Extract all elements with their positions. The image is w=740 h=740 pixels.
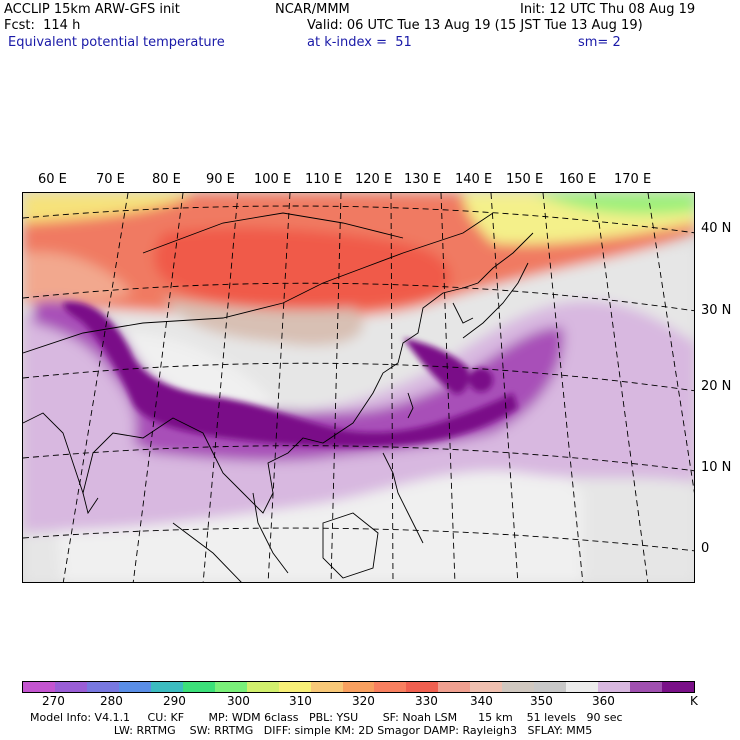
- lon-label: 90 E: [206, 172, 235, 187]
- colorbar-swatch: [438, 682, 471, 692]
- valid-time: Valid: 06 UTC Tue 13 Aug 19 (15 JST Tue …: [307, 18, 643, 33]
- meridian-130e: [440, 193, 456, 582]
- field-green-ne: [533, 193, 694, 215]
- colorbar-swatch: [342, 682, 375, 692]
- colorbar-swatch: [534, 682, 567, 692]
- coastline-borneo: [322, 512, 379, 579]
- smoothing-label: sm= 2: [578, 35, 621, 50]
- lat-label: 10 N: [701, 460, 732, 475]
- colorbar-swatch: [598, 682, 631, 692]
- meridian-170e: [647, 193, 694, 494]
- lon-label: 60 E: [38, 172, 67, 187]
- model-info: Model Info: V4.1.1 CU: KF MP: WDM 6class…: [30, 711, 623, 724]
- field-yellow-north: [23, 193, 193, 223]
- meridian-90e: [202, 193, 239, 582]
- lon-label: 170 E: [614, 172, 652, 187]
- colorbar-swatch: [54, 682, 87, 692]
- colorbar-tick: 340: [470, 694, 493, 708]
- init-time: Init: 12 UTC Thu 08 Aug 19: [520, 2, 696, 17]
- colorbar-swatch: [150, 682, 183, 692]
- colorbar-swatch: [86, 682, 119, 692]
- coastline-sumatra: [172, 522, 242, 582]
- colorbar-swatch: [214, 682, 247, 692]
- model-physics: LW: RRTMG SW: RRTMG DIFF: simple KM: 2D …: [30, 724, 593, 737]
- forecast-hour: Fcst: 114 h: [4, 18, 81, 33]
- colorbar-swatch: [406, 682, 439, 692]
- parallel-20n: [23, 362, 694, 392]
- colorbar: [22, 681, 695, 693]
- coastline-malay-peninsula: [252, 492, 289, 574]
- colorbar-tick: 290: [163, 694, 186, 708]
- meridian-80e: [132, 193, 184, 582]
- lon-label: 110 E: [305, 172, 343, 187]
- lon-label: 120 E: [355, 172, 393, 187]
- field-salmon: [23, 252, 133, 303]
- lat-label: 20 N: [701, 379, 732, 394]
- meridian-110e: [330, 193, 342, 582]
- colorbar-swatch: [566, 682, 599, 692]
- colorbar-tick: 350: [530, 694, 553, 708]
- coastline-philippines: [382, 452, 424, 544]
- colorbar-unit: K: [690, 694, 698, 708]
- typhoon-core: [469, 368, 493, 392]
- colorbar-swatch: [374, 682, 407, 692]
- field-name: Equivalent potential temperature: [8, 35, 225, 50]
- meridian-150e: [542, 193, 584, 582]
- field-deep-red: [154, 227, 451, 309]
- theta-e-map: [22, 192, 695, 583]
- colorbar-swatch: [182, 682, 215, 692]
- parallel-0: [23, 527, 694, 552]
- lon-label: 70 E: [96, 172, 125, 187]
- mongolia-border: [142, 212, 404, 254]
- lon-label: 130 E: [404, 172, 442, 187]
- meridian-160e: [594, 193, 649, 582]
- coastline-taiwan: [407, 392, 414, 419]
- institution-label: NCAR/MMM: [275, 2, 350, 17]
- colorbar-tick: 360: [592, 694, 615, 708]
- meridian-120e: [390, 193, 394, 582]
- colorbar-swatch: [630, 682, 663, 692]
- colorbar-tick: 310: [289, 694, 312, 708]
- meridian-140e: [490, 193, 519, 582]
- colorbar-swatch: [118, 682, 151, 692]
- meridian-100e: [267, 193, 291, 582]
- parallel-40n: [23, 205, 694, 234]
- colorbar-tick: 330: [415, 694, 438, 708]
- parallel-10n: [23, 445, 694, 472]
- field-tan: [163, 298, 364, 346]
- colorbar-swatch: [502, 682, 535, 692]
- colorbar-swatch: [246, 682, 279, 692]
- colorbar-tick: 320: [352, 694, 375, 708]
- colorbar-tick: 270: [42, 694, 65, 708]
- lat-label: 30 N: [701, 303, 732, 318]
- field-dark-purple: [63, 302, 518, 447]
- lon-label: 100 E: [254, 172, 292, 187]
- lon-label: 140 E: [455, 172, 493, 187]
- colorbar-tick: 280: [100, 694, 123, 708]
- coastline-india-south: [82, 492, 99, 515]
- coastline-japan: [462, 262, 529, 339]
- colorbar-swatch: [278, 682, 311, 692]
- parallel-30n: [23, 282, 694, 312]
- coastline-korea: [452, 302, 474, 324]
- colorbar-tick: 300: [227, 694, 250, 708]
- colorbar-swatch: [470, 682, 503, 692]
- colorbar-swatch: [310, 682, 343, 692]
- lat-label: 40 N: [701, 221, 732, 236]
- lon-label: 150 E: [506, 172, 544, 187]
- lon-label: 160 E: [559, 172, 597, 187]
- level-label: at k-index = 51: [307, 35, 412, 50]
- lat-label: 0: [701, 541, 710, 556]
- colorbar-swatch: [662, 682, 695, 692]
- model-title: ACCLIP 15km ARW-GFS init: [4, 2, 180, 17]
- colorbar-swatch: [23, 682, 55, 692]
- meridian-70e: [62, 193, 129, 582]
- lon-label: 80 E: [152, 172, 181, 187]
